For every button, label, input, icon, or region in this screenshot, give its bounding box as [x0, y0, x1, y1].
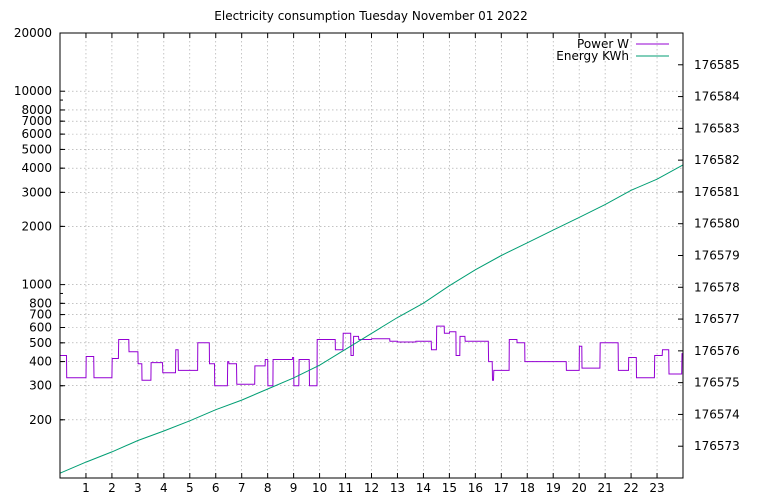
- y-tick-label: 6000: [21, 127, 52, 141]
- y2-tick-label: 176578: [694, 280, 740, 294]
- x-tick-label: 15: [442, 481, 457, 495]
- y-tick-label: 5000: [21, 142, 52, 156]
- x-tick-label: 8: [264, 481, 272, 495]
- x-tick-label: 10: [312, 481, 327, 495]
- x-tick-label: 7: [238, 481, 246, 495]
- y-tick-label: 800: [29, 296, 52, 310]
- series-layer: [59, 164, 684, 474]
- x-tick-label: 11: [338, 481, 353, 495]
- y2-tick-label: 176584: [694, 90, 740, 104]
- power-series-line: [60, 325, 683, 387]
- legend-label: Energy KWh: [556, 49, 629, 63]
- y-tick-label: 1000: [21, 278, 52, 292]
- x-tick-label: 5: [186, 481, 194, 495]
- x-tick-label: 20: [572, 481, 587, 495]
- y-tick-label: 200: [29, 413, 52, 427]
- y-tick-label: 600: [29, 321, 52, 335]
- y2-tick-label: 176585: [694, 58, 740, 72]
- x-tick-label: 19: [546, 481, 561, 495]
- x-tick-label: 3: [134, 481, 142, 495]
- y-tick-label: 500: [29, 336, 52, 350]
- energy-series-line: [59, 164, 684, 474]
- y2-tick-label: 176580: [694, 217, 740, 231]
- y2-tick-label: 176582: [694, 153, 740, 167]
- x-tick-label: 13: [390, 481, 405, 495]
- chart-title: Electricity consumption Tuesday November…: [214, 9, 527, 23]
- y2-tick-label: 176577: [694, 312, 740, 326]
- x-tick-label: 18: [520, 481, 535, 495]
- y-tick-label: 7000: [21, 114, 52, 128]
- y2-tick-label: 176583: [694, 121, 740, 135]
- ticks: 1 2 3 4 5 6 7 8 9 10 11 12 13 14 15 16 17 18 19 20 21 22 23200…: [14, 26, 740, 495]
- y-tick-label: 10000: [14, 84, 52, 98]
- y-tick-label: 4000: [21, 161, 52, 175]
- x-tick-label: 17: [494, 481, 509, 495]
- y-tick-label: 2000: [21, 219, 52, 233]
- y2-tick-label: 176574: [694, 407, 740, 421]
- y-tick-label: 8000: [21, 103, 52, 117]
- y-tick-label: 3000: [21, 185, 52, 199]
- y2-tick-label: 176573: [694, 439, 740, 453]
- y-tick-label: 300: [29, 379, 52, 393]
- y2-tick-label: 176575: [694, 376, 740, 390]
- y-tick-label: 700: [29, 308, 52, 322]
- y2-tick-label: 176576: [694, 344, 740, 358]
- x-tick-label: 22: [623, 481, 638, 495]
- x-tick-label: 23: [649, 481, 664, 495]
- y-tick-label: 20000: [14, 26, 52, 40]
- x-tick-label: 9: [290, 481, 298, 495]
- x-tick-label: 14: [416, 481, 431, 495]
- x-tick-label: 4: [160, 481, 168, 495]
- x-tick-label: 2: [108, 481, 116, 495]
- x-tick-label: 6: [212, 481, 220, 495]
- y2-tick-label: 176579: [694, 249, 740, 263]
- x-tick-label: 16: [468, 481, 483, 495]
- legend-label: Power W: [577, 37, 629, 51]
- y2-tick-label: 176581: [694, 185, 740, 199]
- x-tick-label: 1: [82, 481, 90, 495]
- y-tick-label: 400: [29, 355, 52, 369]
- x-tick-label: 21: [597, 481, 612, 495]
- x-tick-label: 12: [364, 481, 379, 495]
